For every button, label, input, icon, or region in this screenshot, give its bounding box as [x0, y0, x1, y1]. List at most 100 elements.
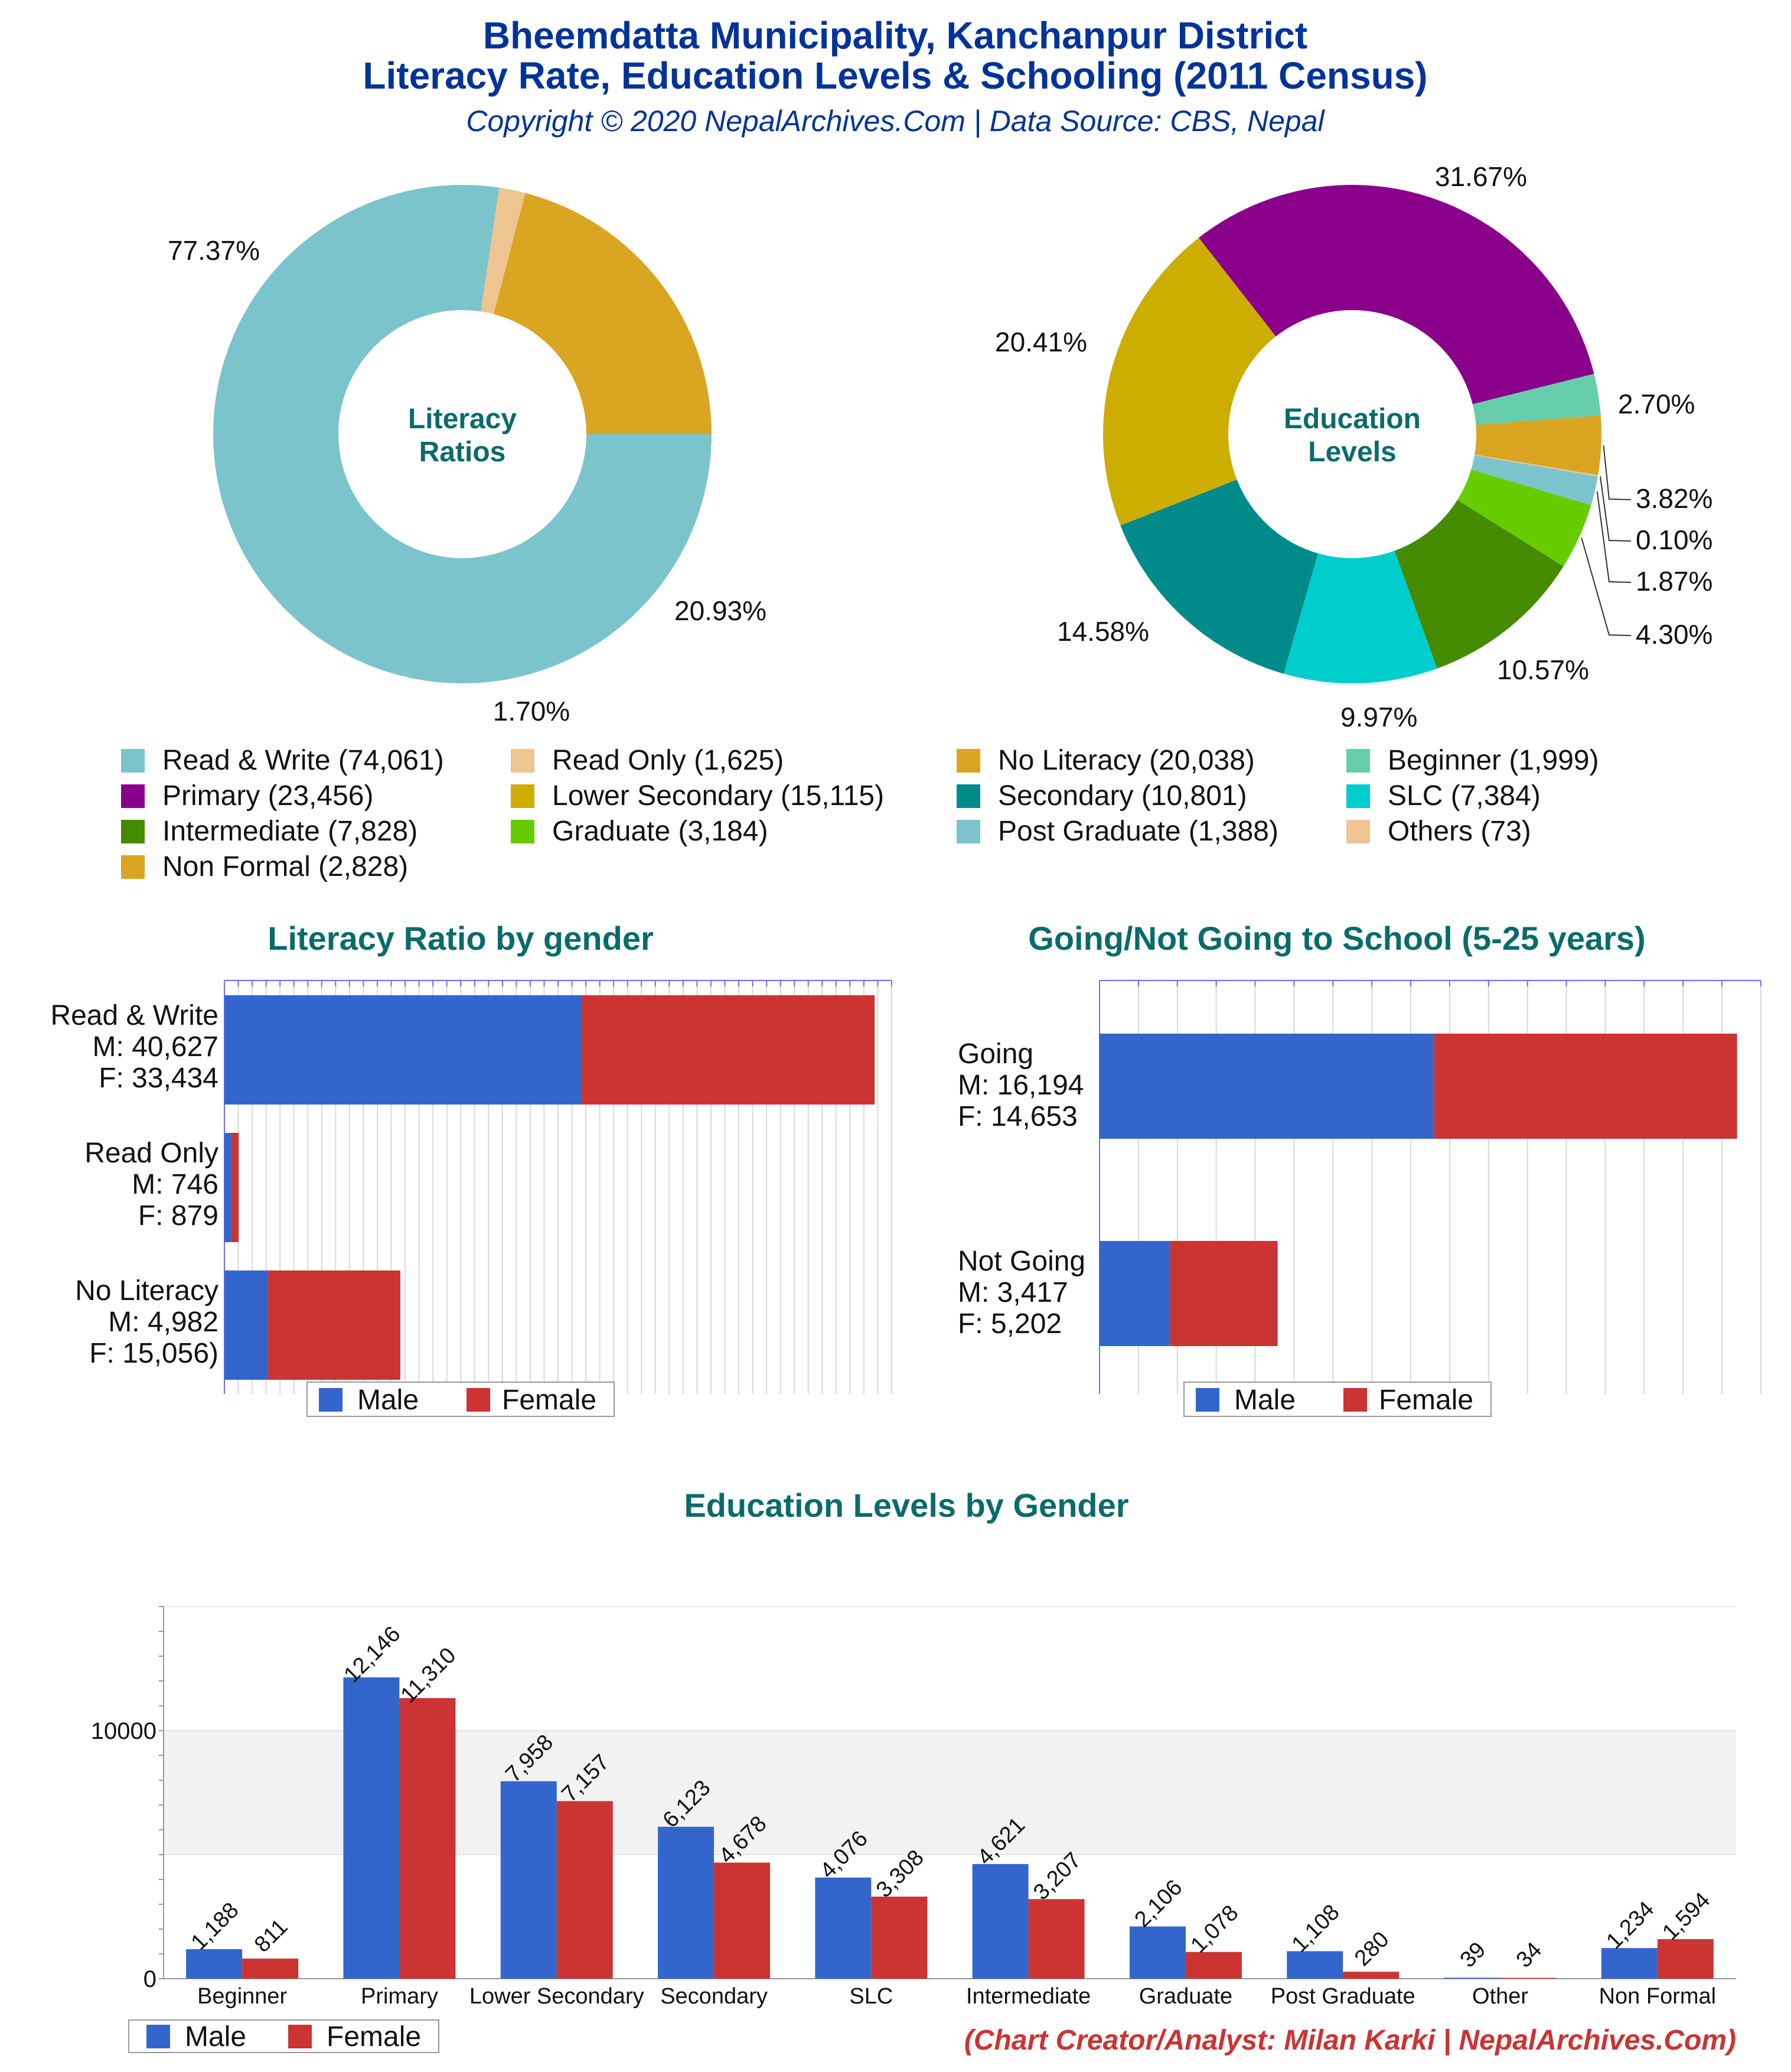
bar-female-no-literacy — [268, 1270, 400, 1380]
legend-item-slc: SLC (7,384) — [1346, 780, 1541, 812]
school-gender-title: Going/Not Going to School (5-25 years) — [1028, 920, 1645, 957]
legend-label-female: Female — [502, 1384, 596, 1416]
legend-swatch — [121, 749, 145, 773]
leader-line-others — [1599, 476, 1632, 542]
donut-center-label: Ratios — [419, 436, 506, 468]
bar-male-going — [1100, 1034, 1434, 1139]
x-tick-label: Intermediate — [966, 1984, 1091, 2009]
legend-swatch-female — [1343, 1388, 1367, 1412]
chart-legend: Male Female — [306, 1382, 615, 1417]
bar-female-lower-secondary — [556, 1801, 613, 1979]
slice-percent-post-graduate: 1.87% — [1636, 566, 1712, 597]
slice-non-formal — [1474, 415, 1601, 475]
legend-swatch-female — [466, 1388, 490, 1412]
slice-percent-others: 0.10% — [1636, 524, 1712, 555]
bar-male-intermediate — [972, 1864, 1029, 1979]
bar-male-not-going — [1100, 1241, 1170, 1346]
bar-female-intermediate — [1028, 1899, 1085, 1979]
y-tick-label: 10000 — [91, 1718, 156, 1744]
y-tick-label: 0 — [143, 1966, 156, 1992]
legend-swatch — [957, 784, 980, 808]
bar-female-non-formal — [1657, 1939, 1714, 1979]
bar-male-read-only — [224, 1133, 231, 1242]
legend-label: Lower Secondary (15,115) — [552, 780, 884, 812]
leader-line-graduate — [1581, 537, 1632, 636]
bar-female-beginner — [242, 1958, 299, 1979]
slice-read-only — [481, 187, 526, 314]
legend-label-male: Male — [357, 1384, 419, 1416]
donut-center-label: Education — [1284, 403, 1421, 435]
slice-others — [1474, 454, 1598, 477]
category-label: Read Only — [84, 1138, 218, 1169]
footer-credit: (Chart Creator/Analyst: Milan Karki | Ne… — [964, 2025, 1736, 2056]
page-title-line1: Bheemdatta Municipality, Kanchanpur Dist… — [483, 14, 1307, 57]
slice-no-literacy — [494, 193, 712, 434]
x-tick-label: SLC — [849, 1984, 893, 2009]
legend-swatch-male — [1196, 1388, 1219, 1412]
bar-female-primary — [399, 1698, 456, 1979]
data-label-female: 11,310 — [396, 1643, 461, 1708]
donut-center-label: Literacy — [408, 403, 517, 435]
legend-label-female: Female — [1379, 1384, 1473, 1416]
female-value-label: F: 5,202 — [958, 1308, 1062, 1340]
category-label: Not Going — [958, 1246, 1085, 1277]
bar-female-post-graduate — [1343, 1972, 1399, 1979]
data-label-female: 1,594 — [1658, 1888, 1715, 1945]
legend-swatch — [121, 784, 145, 808]
leader-line-post-graduate — [1596, 491, 1632, 583]
legend-label: Secondary (10,801) — [998, 780, 1247, 812]
pie-legend: Read & Write (74,061) Read Only (1,625) No… — [121, 745, 1599, 882]
education-levels-donut: 2.70% 3.82% 0.10% 1.87% 4.30% 10.57% 9.97% 14.5… — [995, 161, 1712, 732]
male-value-label: M: 4,982 — [108, 1307, 218, 1338]
bar-male-lower-secondary — [500, 1781, 557, 1979]
legend-item-lower-secondary: Lower Secondary (15,115) — [511, 780, 884, 812]
legend-item-post-graduate: Post Graduate (1,388) — [957, 816, 1278, 847]
slice-lower-secondary — [1103, 237, 1276, 526]
legend-label: Intermediate (7,828) — [162, 816, 417, 847]
legend-swatch — [511, 749, 534, 773]
legend-swatch — [121, 855, 145, 879]
page-subtitle: Copyright © 2020 NepalArchives.Com | Dat… — [466, 105, 1325, 138]
category-label: Read & Write — [50, 1000, 218, 1031]
data-label-male: 1,234 — [1601, 1897, 1659, 1954]
legend-item-read-only: Read Only (1,625) — [511, 745, 784, 776]
legend-item-non-formal: Non Formal (2,828) — [121, 851, 408, 882]
bar-female-read-only — [231, 1133, 239, 1242]
x-tick-label: Non Formal — [1599, 1984, 1717, 2009]
data-label-female: 1,078 — [1186, 1901, 1243, 1958]
slice-secondary — [1120, 479, 1319, 674]
data-label-female: 34 — [1512, 1937, 1547, 1973]
slice-percent-primary: 31.67% — [1435, 161, 1527, 192]
slice-percent-non-formal: 3.82% — [1636, 483, 1712, 514]
slice-intermediate — [1394, 500, 1564, 669]
bar-male-no-literacy — [224, 1270, 269, 1380]
legend-item-read-write: Read & Write (74,061) — [121, 745, 444, 776]
x-tick-label: Other — [1472, 1984, 1528, 2009]
legend-item-secondary: Secondary (10,801) — [957, 780, 1247, 812]
male-value-label: M: 16,194 — [958, 1070, 1084, 1101]
legend-swatch-male — [319, 1388, 342, 1412]
legend-swatch — [121, 820, 145, 843]
slice-beginner — [1472, 373, 1601, 425]
legend-item-others: Others (73) — [1346, 816, 1531, 847]
legend-item-no-literacy: No Literacy (20,038) — [957, 745, 1255, 776]
chart-legend: Male Female — [1183, 1382, 1492, 1417]
legend-label: Primary (23,456) — [162, 780, 373, 812]
legend-label: Read Only (1,625) — [552, 745, 784, 776]
leader-line-non-formal — [1603, 445, 1632, 500]
female-value-label: F: 879 — [138, 1200, 218, 1232]
bar-male-primary — [343, 1677, 400, 1979]
page-title-line2: Literacy Rate, Education Levels & School… — [363, 54, 1427, 97]
bar-female-read-write — [581, 995, 875, 1105]
data-label-male: 2,106 — [1130, 1875, 1187, 1933]
legend-label: Read & Write (74,061) — [162, 745, 444, 776]
legend-item-intermediate: Intermediate (7,828) — [121, 816, 417, 847]
x-tick-label: Beginner — [197, 1984, 287, 2009]
legend-item-graduate: Graduate (3,184) — [511, 816, 768, 847]
slice-slc — [1283, 550, 1437, 684]
slice-percent-slc: 9.97% — [1340, 702, 1417, 732]
legend-box — [128, 2019, 439, 2053]
